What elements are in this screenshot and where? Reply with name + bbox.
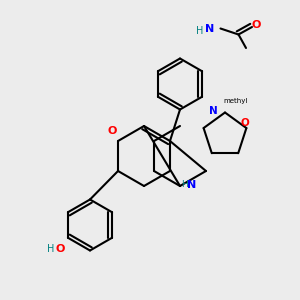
Text: O: O (108, 125, 117, 136)
Text: H: H (47, 244, 55, 254)
Text: N: N (206, 23, 214, 34)
Text: H: H (181, 180, 188, 189)
Text: O: O (240, 118, 249, 128)
Text: O: O (55, 244, 65, 254)
Text: N: N (188, 179, 196, 190)
Text: N: N (208, 106, 217, 116)
Text: methyl: methyl (223, 98, 248, 104)
Text: O: O (252, 20, 261, 31)
Text: H: H (196, 26, 203, 37)
